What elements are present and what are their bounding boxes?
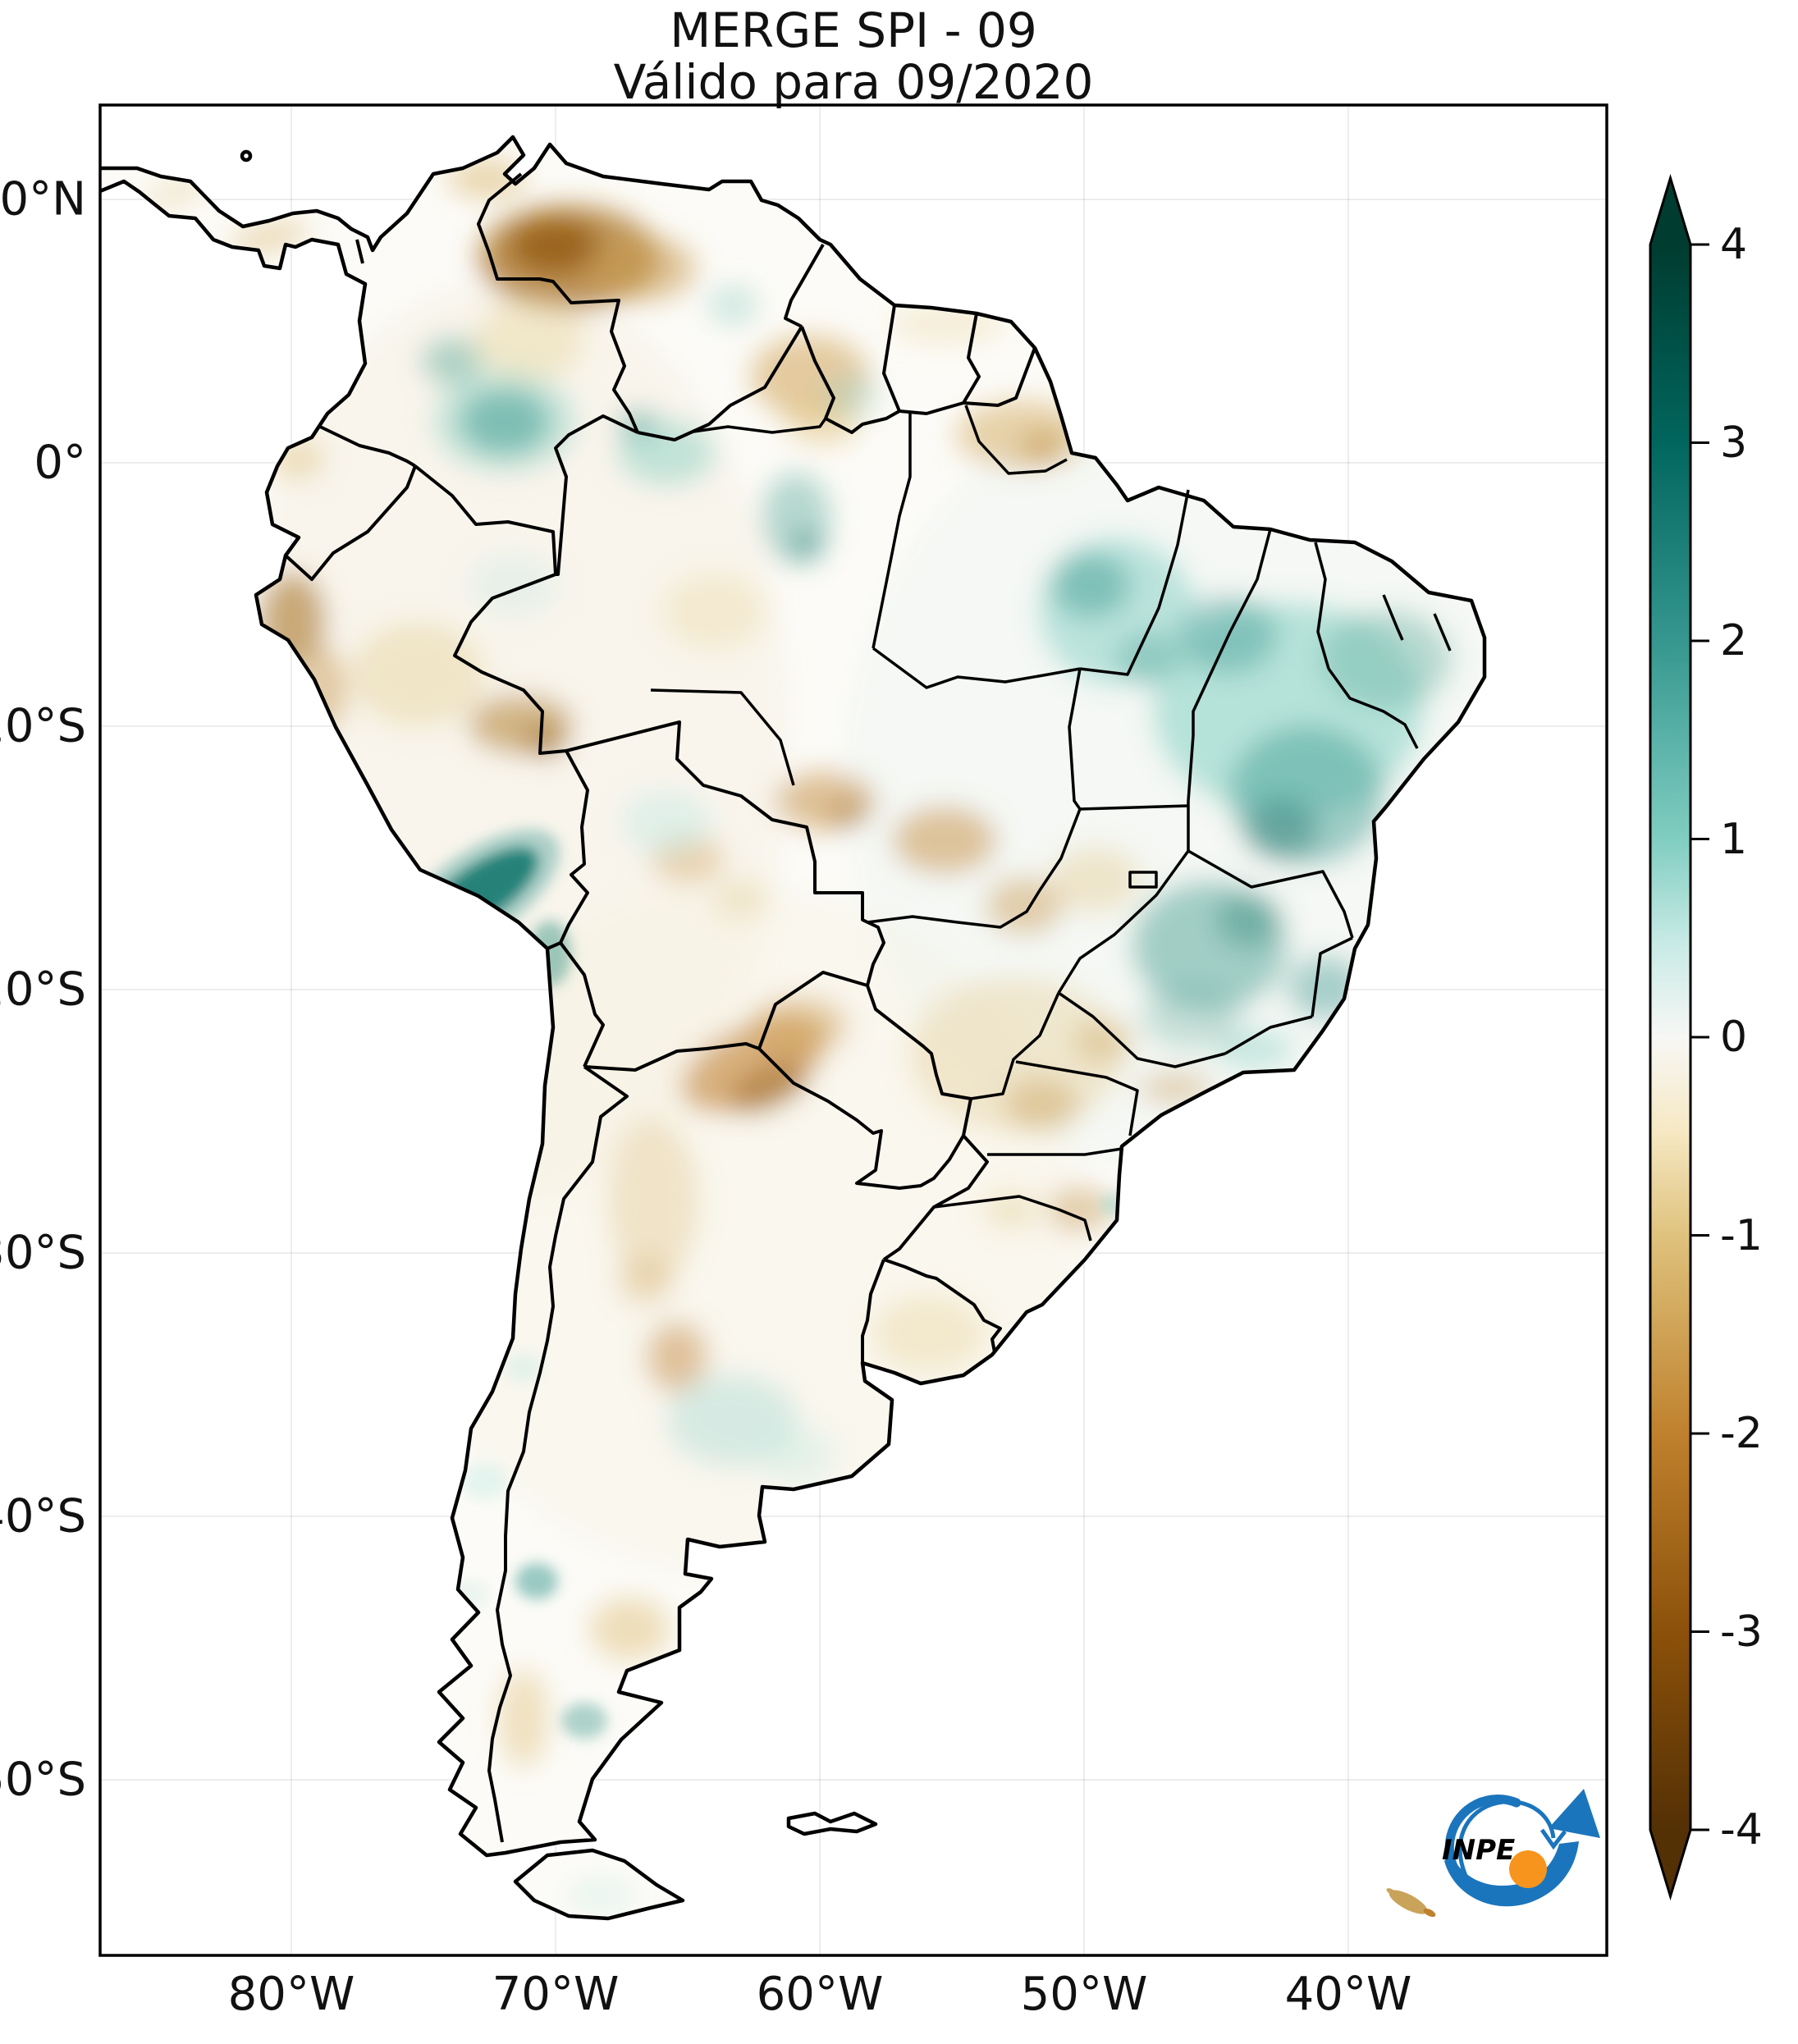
- lat-tick-label: 10°N: [0, 172, 86, 226]
- colorbar-tick-label: 3: [1720, 418, 1748, 468]
- lat-tick-label: 50°S: [0, 1753, 86, 1807]
- colorbar-tick-label: -3: [1720, 1607, 1763, 1657]
- lon-tick-label: 50°W: [1020, 1968, 1148, 2021]
- san-andres-island: [240, 149, 253, 162]
- inpe-logo: INPE: [1442, 1789, 1600, 1907]
- inpe-logo-spiral-arrow: [1457, 1799, 1556, 1877]
- falkland-islands: [786, 1811, 878, 1836]
- inpe-logo-swoosh-arrow: [1444, 1841, 1579, 1907]
- coastline: [100, 135, 1487, 1921]
- state-borders: [650, 405, 1452, 1241]
- chart-subtitle: Válido para 09/2020: [613, 53, 1094, 110]
- colorbar-tick-label: 0: [1720, 1013, 1748, 1062]
- lon-tick-label: 60°W: [756, 1968, 884, 2021]
- inpe-logo-arrowhead: [1549, 1789, 1600, 1838]
- inpe-logo-text: INPE: [1442, 1834, 1515, 1867]
- lat-tick-label: 0°: [34, 436, 86, 490]
- colorbar-ticks: [1690, 243, 1709, 1831]
- lat-tick-label: 20°S: [0, 963, 86, 1017]
- lat-tick-label: 30°S: [0, 1226, 86, 1280]
- inpe-logo-orange-dot: [1509, 1850, 1547, 1888]
- south-georgia-island: [1386, 1888, 1436, 1918]
- lat-tick-label: 40°S: [0, 1489, 86, 1543]
- colorbar-arrow-up: [1650, 178, 1690, 245]
- colorbar-tick-label: -1: [1720, 1210, 1763, 1260]
- lon-tick-label: 80°W: [227, 1968, 355, 2021]
- colorbar: [1649, 173, 1709, 1901]
- inpe-logo-spiral-arrowhead: [1540, 1828, 1567, 1850]
- colorbar-tick-label: 4: [1720, 220, 1748, 269]
- colorbar-arrow-down: [1650, 1830, 1690, 1896]
- spi-field: [145, 159, 1485, 1910]
- title-block: MERGE SPI - 09 Válido para 09/2020: [100, 5, 1607, 107]
- lat-tick-label: 10°S: [0, 699, 86, 753]
- country-borders: [284, 172, 1036, 1843]
- colorbar-tick-label: 2: [1720, 616, 1748, 665]
- colorbar-tick-label: -4: [1720, 1805, 1763, 1854]
- colorbar-tick-label: 1: [1720, 814, 1748, 864]
- chart-title: MERGE SPI - 09: [670, 2, 1037, 58]
- lon-tick-label: 70°W: [492, 1968, 620, 2021]
- colorbar-gradient-bar: [1650, 245, 1690, 1830]
- lon-tick-label: 40°W: [1284, 1968, 1412, 2021]
- colorbar-tick-label: -2: [1720, 1409, 1763, 1458]
- map-frame: [98, 103, 1608, 1957]
